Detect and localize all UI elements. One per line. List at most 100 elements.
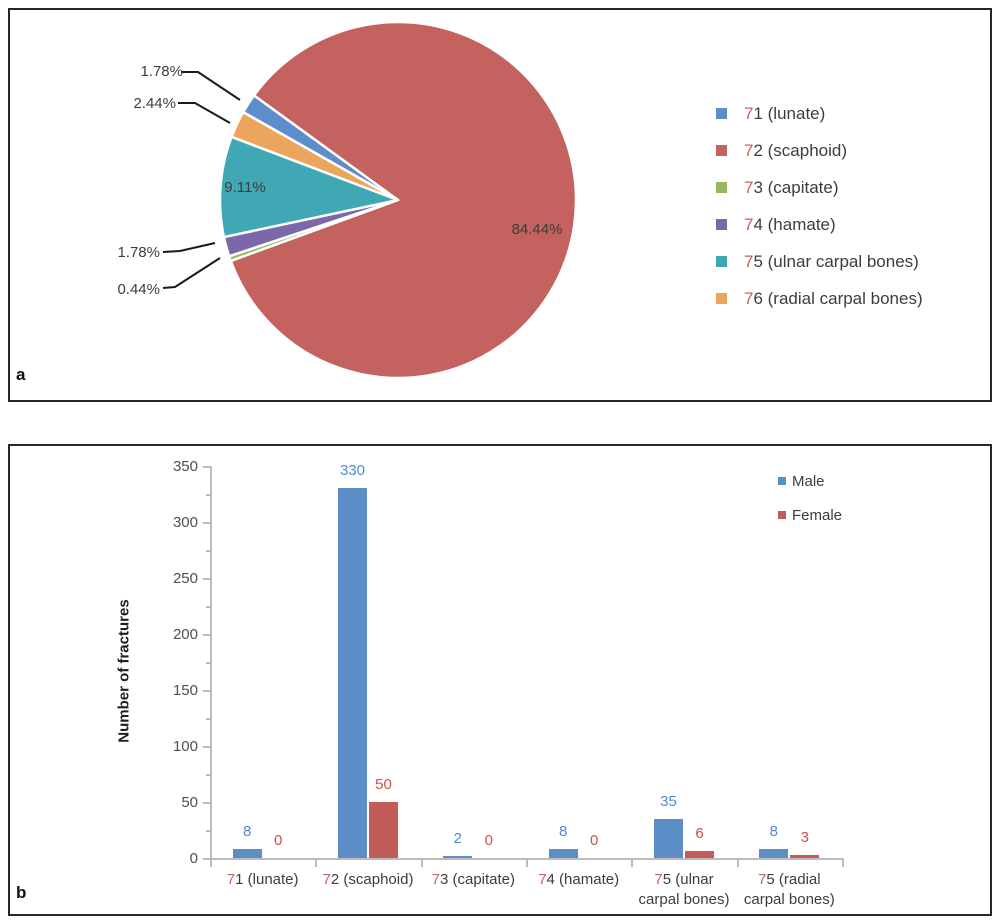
bar-legend-label: Male [792,472,825,490]
pie-percent-label: 1.78% [140,63,183,80]
legend-label-rest: 2 (scaphoid) [753,140,848,160]
pie-leader-line [162,242,216,253]
legend-swatch [716,256,727,267]
category-label-line2: carpal bones) [638,891,730,908]
bar-female-5 [685,851,714,858]
panel-a-pie-chart: 1.78% 84.44% 0.44% 1.78% 9.11% 2.44% 71 (luna… [8,8,992,402]
pie-slice-76 [230,110,400,202]
y-axis-minor-tick [206,718,210,720]
x-axis-tick [842,858,844,867]
bar-chart: 0 50 100 150 200 250 300 350 8 330 2 8 35 8 0 50 0 0 6 3 71 … [10,446,990,914]
pie-percent-label: 9.11% [224,179,266,196]
bar-value-label: 2 [453,829,462,847]
category-label-line1: 73 (capitate) [403,870,543,890]
bar-value-label: 35 [660,792,677,810]
legend-code-prefix: 7 [744,140,754,160]
bar-male-5 [654,818,683,858]
category-label-line2: carpal bones) [743,891,835,908]
panel-b-label: b [16,883,27,902]
pie-leader-line [162,257,221,289]
category-code-prefix: 7 [226,871,236,888]
category-label-line1: 75 (ulnar [614,870,754,890]
bar-legend-label: Female [792,506,843,524]
bar-male-4 [548,849,578,858]
y-axis-tick-label: 100 [172,738,198,755]
bar-legend-swatch [778,511,786,519]
legend-label-rest: 6 (radial carpal bones) [753,288,923,308]
legend-label-rest: 1 (lunate) [753,103,826,123]
y-axis-major-tick [203,578,210,580]
legend-item-label: 72 (scaphoid) [744,141,847,161]
category-label-rest: 1 (lunate) [235,871,299,888]
y-axis-major-tick [203,802,210,804]
legend-swatch [716,145,727,156]
legend-item-label: 74 (hamate) [744,215,836,235]
x-axis-tick [631,858,634,867]
bar-legend-swatch [778,477,786,485]
bar-male-3 [443,855,473,858]
pie-chart [162,20,578,380]
legend-code-prefix: 7 [744,288,754,308]
bar-male-6 [759,849,789,858]
legend-swatch [716,108,727,119]
legend-item: 75 (ulnar carpal bones) [716,243,923,280]
legend-swatch [716,182,727,193]
y-axis-tick-label: 0 [189,850,198,867]
bar-value-label: 3 [800,828,809,846]
category-label-rest: 4 (hamate) [546,871,620,888]
legend-item: 72 (scaphoid) [716,132,923,169]
x-axis-category-label: 71 (lunate) [193,870,333,890]
y-axis-tick-label: 150 [172,682,198,699]
y-axis-major-tick [203,690,210,692]
x-axis-tick [210,858,212,867]
y-axis-major-tick [203,522,210,524]
pie-leader-line [178,102,231,124]
bar-value-label: 8 [769,823,778,841]
legend-item: 74 (hamate) [716,206,923,243]
legend-item-label: 76 (radial carpal bones) [744,289,923,309]
legend-label-rest: 5 (ulnar carpal bones) [753,251,919,271]
legend-code-prefix: 7 [744,214,754,234]
category-label-line1: 74 (hamate) [509,870,649,890]
panel-a-label: a [16,365,26,384]
y-axis-major-tick [203,746,210,748]
category-label-line1: 72 (scaphoid) [298,870,438,890]
bar-male-2 [338,488,367,858]
y-axis-tick-label: 250 [172,570,198,587]
pie-percent-label: 1.78% [117,244,160,261]
bar-value-label: 6 [695,825,704,843]
y-axis-line [210,466,212,860]
pie-leader-line [181,71,241,101]
legend-item-label: 73 (capitate) [744,178,839,198]
bar-female-6 [790,854,820,858]
y-axis-minor-tick [206,494,210,496]
bar-female-2 [369,802,398,858]
legend-code-prefix: 7 [744,251,754,271]
y-axis-major-tick [203,466,210,468]
x-axis-tick [526,858,528,867]
y-axis-minor-tick [206,606,210,608]
pie-slice-75 [218,135,400,239]
bar-value-label: 0 [484,832,493,849]
bar-male-1 [232,849,262,858]
legend-code-prefix: 7 [744,177,754,197]
y-axis-tick-label: 200 [172,626,198,643]
y-axis-minor-tick [206,830,210,832]
pie-percent-label: 2.44% [133,95,176,112]
x-axis-tick [736,858,739,867]
legend-item: 71 (lunate) [716,95,923,132]
category-label-line1: 71 (lunate) [193,870,333,890]
pie-percent-label: 84.44% [511,221,563,238]
y-axis-tick-label: 50 [181,794,198,811]
x-axis-category-label: 74 (hamate) [509,870,649,890]
legend-item-label: 75 (ulnar carpal bones) [744,252,919,272]
pie-legend: 71 (lunate) 72 (scaphoid) 73 (capitate) 74 … [716,95,923,317]
bar-legend-item: Female [778,498,842,532]
category-code-prefix: 7 [322,871,331,888]
y-axis-tick-label: 300 [172,514,198,531]
category-code-prefix: 7 [758,871,767,888]
x-axis-category-label: 72 (scaphoid) [298,870,438,890]
category-label-rest: 5 (radial [766,871,821,888]
legend-swatch [716,293,727,304]
